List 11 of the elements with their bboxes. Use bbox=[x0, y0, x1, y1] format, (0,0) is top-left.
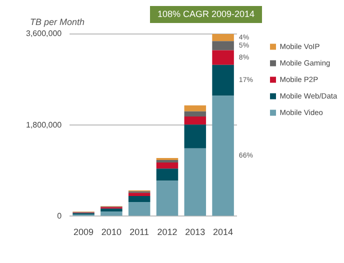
x-tick-label: 2010 bbox=[101, 227, 122, 238]
x-tick-label: 2011 bbox=[130, 227, 150, 238]
x-tick-label: 2013 bbox=[185, 227, 206, 238]
x-tick-label: 2014 bbox=[213, 227, 234, 238]
chart-title: 108% CAGR 2009-2014 bbox=[150, 6, 262, 23]
y-tick-label: 1,800,000 bbox=[26, 120, 62, 130]
y-tick-label: 0 bbox=[57, 211, 62, 220]
y-axis-title: TB per Month bbox=[30, 17, 85, 27]
x-tick-label: 2012 bbox=[157, 227, 178, 238]
y-tick-label: 3,600,000 bbox=[26, 29, 62, 38]
x-tick-label: 2009 bbox=[74, 227, 94, 238]
